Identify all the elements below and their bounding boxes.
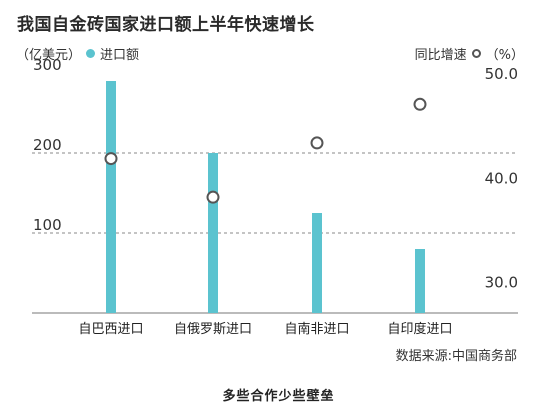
- growth-marker-4: [413, 97, 427, 111]
- bar-3: [312, 213, 322, 313]
- footer-caption: 多些合作少些壁垒: [222, 389, 335, 404]
- marker-legend-label: 同比增速: [414, 48, 467, 63]
- growth-marker-3: [310, 136, 324, 150]
- y-right-tick-label-2: 40.0: [485, 169, 518, 187]
- bar-legend-swatch: [86, 49, 96, 58]
- bar-legend-label: 进口额: [100, 48, 140, 63]
- label-layer: 100 200 300 30.0 40.0 50.0 自巴西进口 自俄罗斯进口 自南非进口 自印度…: [33, 56, 518, 337]
- marker-layer: [104, 97, 427, 204]
- y-left-tick-label-1: 100: [33, 216, 62, 234]
- chart-title: 我国自金砖国家进口额上半年快速增长: [17, 15, 315, 35]
- bar-2: [208, 153, 218, 313]
- y-left-tick-label-3: 300: [33, 56, 62, 74]
- x-category-label-3: 自南非进口: [284, 321, 349, 337]
- y-left-tick-label-2: 200: [33, 136, 62, 154]
- right-axis-unit: （%）: [485, 48, 524, 63]
- legend-right: 同比增速 （%）: [415, 44, 524, 63]
- growth-marker-1: [104, 152, 118, 166]
- grid-layer: [32, 152, 518, 314]
- x-category-label-4: 自印度进口: [387, 321, 452, 337]
- y-right-tick-label-3: 50.0: [485, 65, 518, 83]
- legend-left: （亿美元） 进口额: [16, 44, 139, 63]
- bar-1: [106, 81, 116, 313]
- bar-layer: [106, 81, 425, 313]
- bar-4: [415, 249, 425, 313]
- x-category-label-1: 自巴西进口: [78, 322, 143, 337]
- marker-legend-swatch: [471, 49, 481, 58]
- x-category-label-2: 自俄罗斯进口: [174, 322, 252, 337]
- y-right-tick-label-1: 30.0: [485, 274, 518, 292]
- growth-marker-2: [206, 190, 220, 204]
- left-axis-unit: （亿美元）: [16, 48, 82, 63]
- source-note: 数据来源:中国商务部: [395, 349, 517, 364]
